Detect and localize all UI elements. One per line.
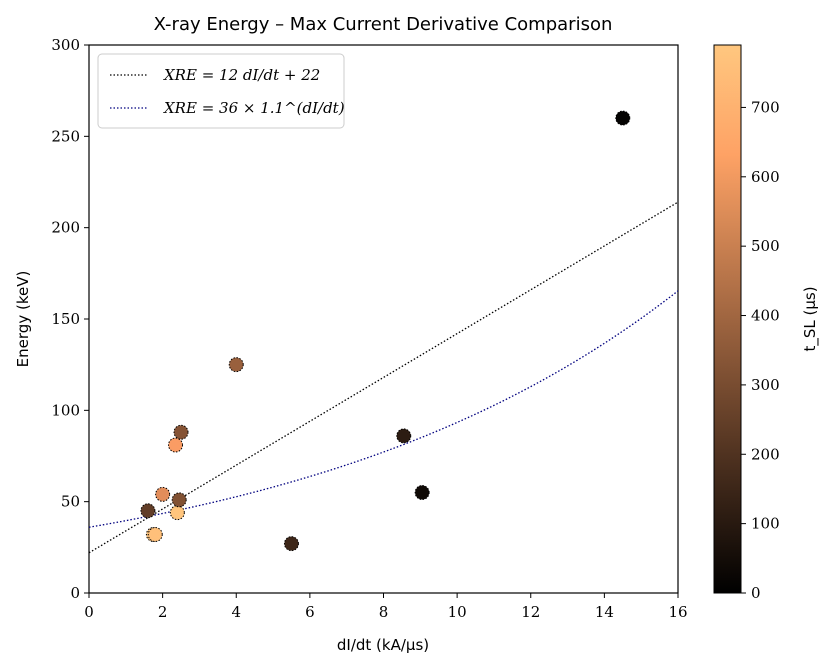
x-tick-label: 16 <box>668 603 687 621</box>
y-tick-label: 250 <box>51 127 80 145</box>
colorbar-tick-label: 700 <box>751 98 780 116</box>
colorbar-tick-label: 100 <box>751 515 780 533</box>
colorbar-tick-label: 600 <box>751 168 780 186</box>
colorbar: 0 100 200 300 400 500 600 700 t_SL (μs) <box>713 44 820 602</box>
linear-fit-line <box>89 201 678 554</box>
legend-box <box>97 53 345 129</box>
colorbar-tick-label: 300 <box>751 376 780 394</box>
colorbar-tick-label: 0 <box>751 584 761 602</box>
exponential-fit-line <box>89 290 678 528</box>
y-axis-label: Energy (keV) <box>14 271 32 368</box>
x-tick-label: 4 <box>231 603 241 621</box>
colorbar-tick-label: 200 <box>751 445 780 463</box>
scatter-point <box>171 492 187 508</box>
colorbar-gradient <box>713 44 742 594</box>
legend-label: XRE = 36 × 1.1^(dI/dt) <box>163 99 345 117</box>
scatter-point <box>140 503 156 519</box>
y-tick-label: 50 <box>61 493 80 511</box>
x-tick-label: 14 <box>595 603 614 621</box>
legend-label: XRE = 12 dI/dt + 22 <box>163 66 320 84</box>
colorbar-tick-label: 400 <box>751 307 780 325</box>
x-tick-label: 12 <box>521 603 540 621</box>
legend: XRE = 12 dI/dt + 22 XRE = 36 × 1.1^(dI/dt… <box>97 53 345 129</box>
x-tick-label: 0 <box>84 603 94 621</box>
colorbar-label: t_SL (μs) <box>801 286 820 351</box>
x-tick-label: 2 <box>158 603 168 621</box>
scatter-point <box>147 527 163 543</box>
y-tick-label: 150 <box>51 310 80 328</box>
x-tick-label: 6 <box>305 603 315 621</box>
scatter-point <box>283 536 299 552</box>
x-tick-label: 8 <box>379 603 389 621</box>
y-tick-label: 300 <box>51 36 80 54</box>
scatter-point <box>615 110 631 126</box>
chart-title: X-ray Energy – Max Current Derivative Co… <box>154 14 613 35</box>
x-axis-label: dI/dt (kA/μs) <box>337 636 429 654</box>
y-tick-label: 0 <box>70 584 80 602</box>
y-tick-label: 100 <box>51 401 80 419</box>
scatter-point <box>396 428 412 444</box>
x-tick-label: 10 <box>448 603 467 621</box>
scatter-point <box>169 505 185 521</box>
scatter-point <box>173 424 189 440</box>
y-tick-label: 200 <box>51 219 80 237</box>
colorbar-tick-label: 500 <box>751 237 780 255</box>
scatter-point <box>155 486 171 502</box>
plot-frame <box>88 44 679 594</box>
plot-area <box>88 44 679 594</box>
scatter-point <box>228 357 244 373</box>
scatter-point <box>414 485 430 501</box>
scatter-point <box>168 437 184 453</box>
